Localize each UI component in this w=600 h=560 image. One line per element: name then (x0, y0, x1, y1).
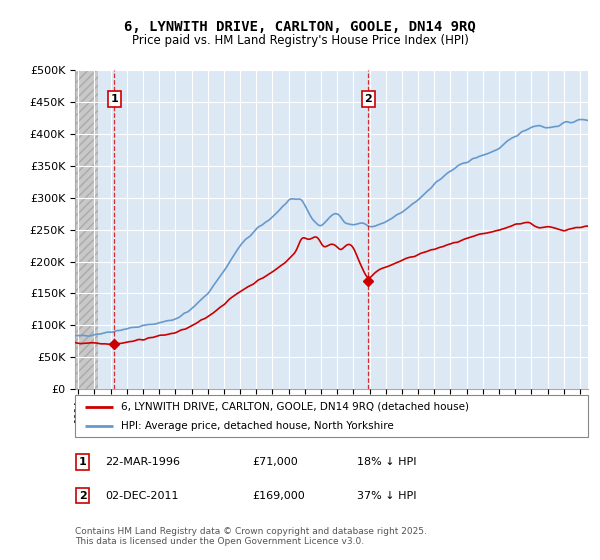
Text: £169,000: £169,000 (252, 491, 305, 501)
Text: £71,000: £71,000 (252, 457, 298, 467)
Text: 6, LYNWITH DRIVE, CARLTON, GOOLE, DN14 9RQ (detached house): 6, LYNWITH DRIVE, CARLTON, GOOLE, DN14 9… (121, 402, 469, 412)
Text: Contains HM Land Registry data © Crown copyright and database right 2025.
This d: Contains HM Land Registry data © Crown c… (75, 527, 427, 546)
Text: 02-DEC-2011: 02-DEC-2011 (105, 491, 179, 501)
Text: 2: 2 (79, 491, 86, 501)
Text: 37% ↓ HPI: 37% ↓ HPI (357, 491, 416, 501)
Bar (75, 70, 98, 389)
Text: Price paid vs. HM Land Registry's House Price Index (HPI): Price paid vs. HM Land Registry's House … (131, 34, 469, 47)
Text: 6, LYNWITH DRIVE, CARLTON, GOOLE, DN14 9RQ: 6, LYNWITH DRIVE, CARLTON, GOOLE, DN14 9… (124, 20, 476, 34)
Text: 1: 1 (79, 457, 86, 467)
Text: 2: 2 (364, 94, 372, 104)
Text: HPI: Average price, detached house, North Yorkshire: HPI: Average price, detached house, Nort… (121, 421, 394, 431)
Text: 18% ↓ HPI: 18% ↓ HPI (357, 457, 416, 467)
Text: 1: 1 (110, 94, 118, 104)
Text: 22-MAR-1996: 22-MAR-1996 (105, 457, 180, 467)
